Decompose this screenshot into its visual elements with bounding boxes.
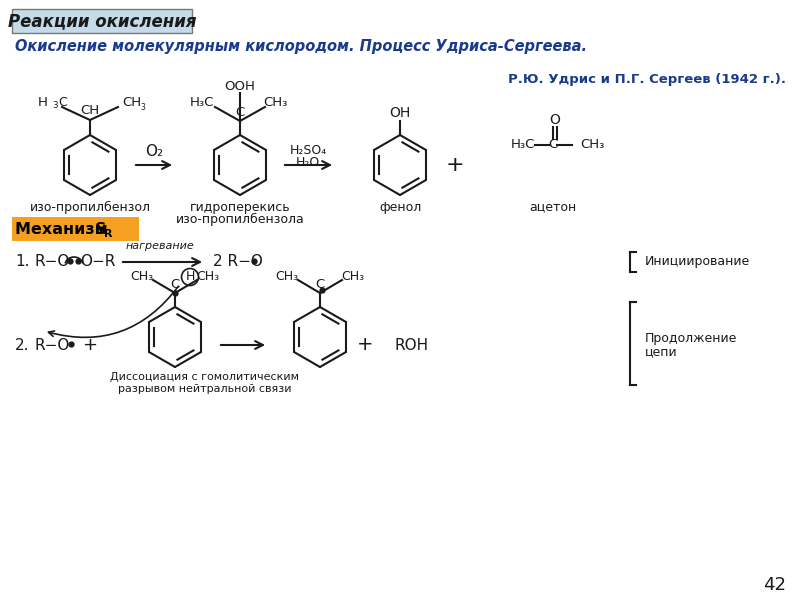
Text: •: • [74,255,82,269]
Text: $_3$: $_3$ [140,102,146,114]
Text: R: R [104,229,113,239]
Text: +: + [357,335,374,355]
Text: CH₃: CH₃ [130,271,154,283]
Text: O₂: O₂ [145,143,163,158]
Text: OOH: OOH [225,80,255,94]
Text: C: C [315,278,325,291]
Text: H: H [186,269,194,283]
Text: C: C [235,106,245,119]
Text: Реакции окисления: Реакции окисления [8,12,196,30]
Text: CH₃: CH₃ [580,139,604,151]
Text: CH: CH [122,97,141,109]
Text: ROH: ROH [395,337,429,352]
Text: CH: CH [81,104,99,117]
Text: 42: 42 [763,576,786,594]
Text: нагревание: нагревание [126,241,194,251]
Text: H₂O: H₂O [296,155,320,169]
Text: изо-пропилбензол: изо-пропилбензол [30,200,150,214]
Text: изо-пропилбензола: изо-пропилбензола [176,212,304,226]
Text: разрывом нейтральной связи: разрывом нейтральной связи [118,384,292,394]
Text: Р.Ю. Удрис и П.Г. Сергеев (1942 г.).: Р.Ю. Удрис и П.Г. Сергеев (1942 г.). [508,73,786,86]
Text: +: + [82,336,97,354]
Text: Окисление молекулярным кислородом. Процесс Удриса-Сергеева.: Окисление молекулярным кислородом. Проце… [15,38,587,53]
Text: CH₃: CH₃ [275,271,298,283]
Text: цепи: цепи [645,345,678,358]
Text: H₃C: H₃C [510,139,535,151]
Text: 2.: 2. [15,337,30,352]
Text: C: C [170,278,180,291]
Text: R−O: R−O [35,254,70,269]
Text: CH₃: CH₃ [197,271,219,283]
Text: O−R: O−R [80,254,115,269]
Text: OH: OH [390,106,410,120]
Text: гидроперекись: гидроперекись [190,200,290,214]
Text: 2 R−O: 2 R−O [213,254,263,269]
Text: 1.: 1. [15,254,30,269]
Text: S: S [95,221,106,236]
Text: H₃C: H₃C [190,97,214,109]
Text: Инициирование: Инициирование [645,256,750,269]
Text: фенол: фенол [379,200,421,214]
Text: Продолжение: Продолжение [645,332,738,345]
Text: CH₃: CH₃ [263,97,287,109]
Text: CH₃: CH₃ [342,271,365,283]
Text: C: C [548,139,558,151]
Text: R−O: R−O [35,337,70,352]
Text: ацетон: ацетон [530,200,577,214]
Text: Диссоциация с гомолитическим: Диссоциация с гомолитическим [110,372,299,382]
Text: H: H [38,97,48,109]
Text: Механизм: Механизм [15,221,114,236]
FancyBboxPatch shape [12,9,192,33]
Text: $_3$C: $_3$C [52,95,68,110]
Text: +: + [446,155,464,175]
FancyBboxPatch shape [12,217,139,241]
Text: H₂SO₄: H₂SO₄ [290,143,326,157]
Text: O: O [550,113,561,127]
